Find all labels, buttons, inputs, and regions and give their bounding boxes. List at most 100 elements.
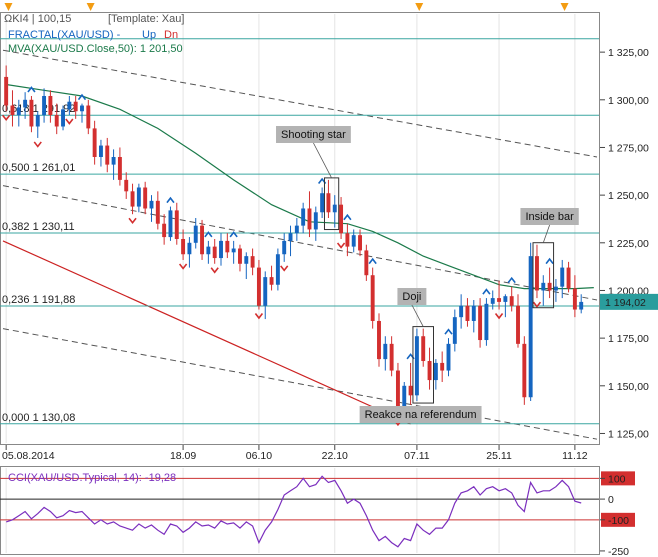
legend-fractal: FRACTAL(XAU/USD) -	[8, 29, 121, 41]
pattern-connector	[411, 304, 424, 327]
candlesticks	[4, 65, 584, 421]
candle	[168, 206, 173, 241]
price-panel[interactable]: 0,618 1 291,920,500 1 261,010,382 1 230,…	[0, 12, 600, 445]
pattern-connector	[542, 224, 550, 243]
candle-body	[452, 317, 457, 344]
candle	[263, 271, 268, 320]
cci-vertical-grid	[5, 468, 576, 553]
candle	[478, 298, 483, 348]
fractal-up-marker	[368, 257, 377, 265]
candle	[288, 225, 293, 257]
candle	[181, 229, 186, 260]
candle-body	[86, 105, 91, 129]
candle	[528, 242, 533, 402]
candle-body	[238, 248, 242, 264]
moving-average	[6, 83, 594, 290]
candle-body	[471, 305, 476, 321]
fractal-down-marker	[336, 242, 346, 249]
candle	[225, 233, 230, 259]
candle-body	[364, 250, 369, 276]
pattern-label: Reakce na referendum	[359, 406, 482, 423]
time-axis-label: 05.08.2014	[2, 450, 55, 462]
candle-body	[117, 157, 122, 180]
candle-body	[484, 303, 489, 341]
candle-body	[332, 204, 337, 213]
candle-body	[313, 212, 318, 230]
channel-line	[2, 49, 598, 158]
legend-template: [Template: Xau]	[108, 13, 184, 25]
candle	[383, 336, 388, 371]
candle	[67, 95, 72, 116]
candle-body	[421, 336, 426, 362]
fractal-up-marker	[545, 257, 554, 265]
candle-body	[111, 157, 116, 165]
cci-panel-frame	[0, 466, 600, 555]
drawing-lines	[2, 49, 598, 440]
candle-body	[174, 210, 179, 239]
price-axis-label: 1 325,00	[608, 47, 649, 59]
cci-level-badge	[601, 471, 635, 486]
candle	[446, 338, 451, 377]
candle-body	[465, 305, 470, 321]
candle	[421, 328, 426, 367]
fractal-down-marker	[210, 267, 219, 274]
candle-body	[35, 115, 40, 127]
candle-body	[275, 254, 280, 285]
candle-body	[80, 105, 84, 112]
price-axis-label: 1 225,00	[608, 238, 649, 250]
candle-body	[478, 305, 483, 341]
price-axis-label: 1 250,00	[608, 190, 649, 202]
candle	[490, 290, 495, 310]
candle-body	[269, 277, 274, 285]
candle-body	[560, 267, 565, 287]
candle	[231, 240, 236, 264]
candle-body	[414, 336, 419, 396]
candle	[509, 286, 514, 312]
candle	[471, 300, 476, 333]
candle-body	[29, 99, 34, 127]
time-axis: 05.08.2014 18.09 06.10 22.10 07.11 25.11 11.12	[2, 445, 588, 462]
time-axis-label: 25.11	[486, 450, 512, 462]
candle-body	[212, 246, 217, 259]
candle-body	[263, 277, 268, 306]
legend-fractal-up: Up	[142, 29, 156, 41]
candle	[136, 183, 141, 213]
candle-body	[124, 179, 129, 192]
mva-line	[6, 83, 594, 290]
fractal-up-marker	[482, 288, 491, 295]
candle-body	[446, 343, 451, 371]
fractal-down-marker	[280, 265, 289, 272]
price-axis-label: 1 300,00	[608, 95, 649, 107]
candle-body	[73, 101, 78, 112]
fractal-down-marker	[33, 141, 42, 148]
candle-body	[23, 99, 28, 108]
price-panel-frame	[0, 12, 600, 445]
candle	[80, 103, 84, 123]
candle-body	[433, 362, 438, 381]
candle-body	[345, 233, 350, 247]
candle-body	[383, 343, 388, 360]
cci-axis: 100 0 -100 -250	[600, 471, 635, 557]
candle	[16, 99, 21, 127]
candle-body	[370, 275, 375, 321]
event-marker-icon	[4, 3, 13, 11]
candle	[98, 139, 103, 167]
candle	[73, 95, 78, 119]
candle	[339, 197, 344, 239]
candle-body	[143, 187, 148, 209]
time-axis-label: 06.10	[246, 450, 272, 462]
candle-body	[490, 298, 495, 304]
cci-panel[interactable]: CCI(XAU/USD.Typical, 14): -19,28	[0, 466, 600, 555]
event-marker-icon	[560, 3, 569, 11]
fractal-up-marker	[229, 231, 238, 238]
candle	[389, 336, 394, 377]
candle-body	[377, 320, 381, 360]
candle-body	[193, 225, 198, 243]
cci-axis-label: -250	[608, 546, 629, 557]
candle-body	[301, 208, 306, 226]
pattern-label-bg	[359, 406, 482, 423]
candle-body	[282, 240, 287, 255]
fractal-down-marker	[254, 313, 264, 320]
price-legend: ΩKI4 | 100,15 [Template: Xau] FRACTAL(XA…	[4, 13, 184, 55]
